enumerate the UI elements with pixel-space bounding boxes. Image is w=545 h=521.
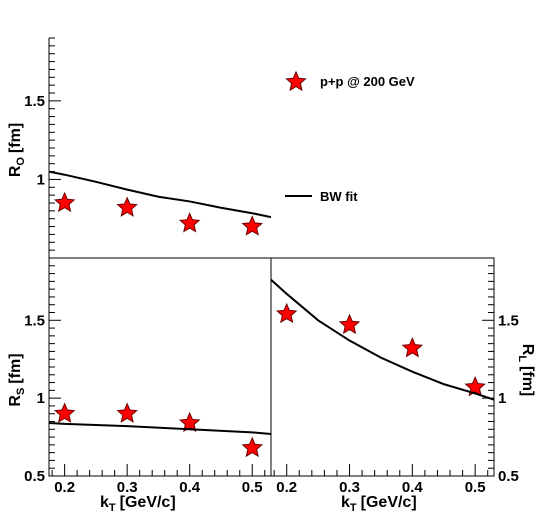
- rl-axis-title: RL[fm]: [516, 344, 536, 397]
- data-point-star: [178, 212, 201, 233]
- x-tick-label: 0.2: [54, 479, 75, 496]
- bw-fit-line: [271, 279, 494, 401]
- x-tick-label: 0.2: [276, 479, 297, 496]
- x-tick-label: 0.3: [117, 479, 138, 496]
- y-tick-label: 1.5: [498, 312, 519, 329]
- panel-rs: 0.5 1 1.5 0.2 0.3 0.4 0.5: [24, 257, 272, 496]
- data-point-star: [116, 196, 138, 217]
- panel-rl-frame: [270, 257, 495, 477]
- y-tick-label: 1.5: [24, 312, 45, 329]
- rl-x-axis-title: kT [GeV/c]: [341, 494, 417, 514]
- panel-ro-frame: [48, 38, 271, 259]
- data-point-star: [178, 411, 201, 433]
- x-tick-label: 0.4: [402, 479, 424, 496]
- data-point-star: [53, 191, 76, 213]
- legend-points-label: p+p @ 200 GeV: [320, 74, 415, 89]
- data-point-star: [464, 375, 486, 397]
- y-tick-label: 1.5: [24, 93, 45, 110]
- panel-rl: 0.5 1 1.5 0.2 0.3 0.4 0.5: [270, 257, 519, 496]
- rs-axis-title: RS[fm]: [7, 353, 27, 406]
- panel-rs-frame: [48, 257, 272, 477]
- data-point-star: [53, 402, 76, 423]
- legend-star-marker: [285, 70, 307, 92]
- y-tick-label: 1: [37, 171, 45, 188]
- x-tick-label: 0.4: [179, 479, 201, 496]
- bw-fit-line: [49, 170, 271, 219]
- data-point-star: [338, 313, 361, 335]
- y-tick-label: 0.5: [498, 468, 519, 485]
- legend-line-label: BW fit: [320, 189, 358, 204]
- x-tick-label: 0.3: [339, 479, 360, 496]
- rs-x-axis-title: kT [GeV/c]: [100, 494, 176, 514]
- y-tick-label: 0.5: [24, 468, 45, 485]
- bw-fit-line: [49, 422, 271, 435]
- panel-ro: 11.5: [24, 37, 271, 259]
- data-point-star: [275, 302, 298, 324]
- data-point-star: [241, 215, 263, 236]
- data-point-star: [401, 337, 424, 358]
- y-tick-label: 1: [498, 390, 506, 407]
- data-point-star: [116, 402, 138, 423]
- x-tick-label: 0.5: [465, 479, 486, 496]
- legend-marker: [285, 70, 307, 92]
- x-tick-label: 0.5: [242, 479, 263, 496]
- ro-axis-title: RO[fm]: [7, 123, 27, 177]
- data-point-star: [241, 436, 263, 458]
- y-tick-label: 1: [37, 390, 45, 407]
- legend: p+p @ 200 GeV BW fit: [285, 70, 415, 204]
